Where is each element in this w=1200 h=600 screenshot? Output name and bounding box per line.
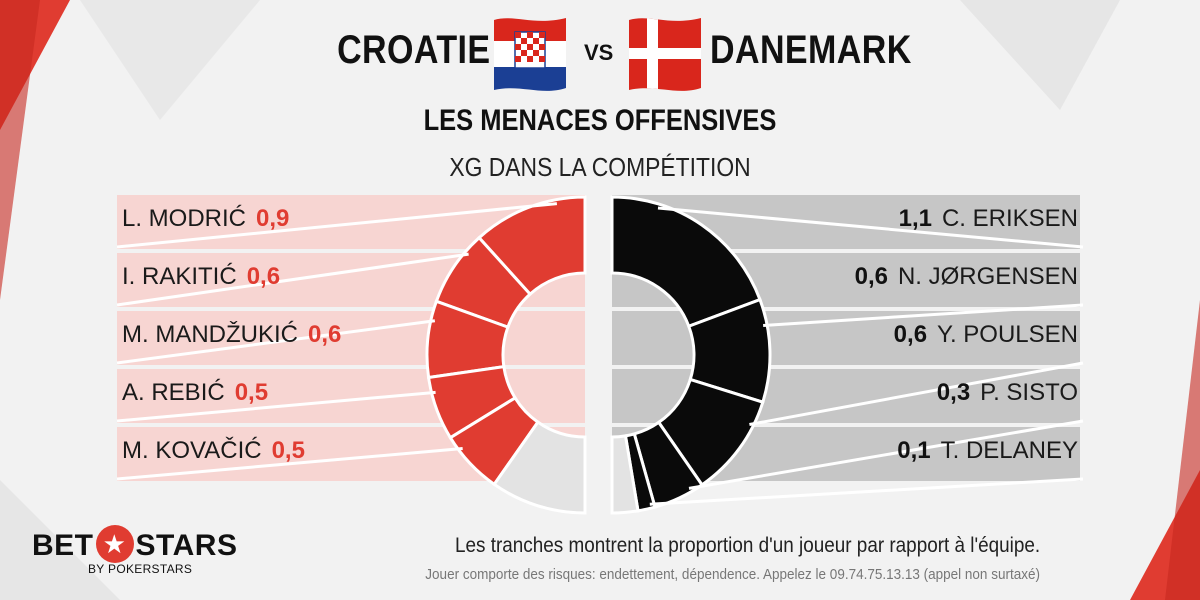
player-row: M. MANDŽUKIĆ 0,6 — [122, 309, 341, 361]
player-name: M. MANDŽUKIĆ — [122, 321, 298, 348]
logo-subtitle: BY POKERSTARS — [88, 562, 193, 576]
player-row: L. MODRIĆ 0,9 — [122, 193, 289, 245]
croatia-flag-icon — [494, 18, 566, 91]
connector-line — [116, 202, 558, 249]
player-xg-value: 0,1 — [897, 437, 931, 464]
player-xg-value: 0,5 — [234, 379, 269, 406]
player-xg-value: 0,6 — [854, 263, 888, 290]
bg-facet — [960, 0, 1120, 110]
connector-line — [116, 319, 436, 365]
player-xg-value: 0,5 — [271, 437, 305, 464]
player-row: 0,6 N. JØRGENSEN — [855, 251, 1078, 303]
gambling-disclaimer: Jouer comporte des risques: endettement,… — [425, 566, 1040, 583]
player-name: C. ERIKSEN — [941, 205, 1078, 232]
footnote: Les tranches montrent la proportion d'un… — [454, 534, 1040, 557]
betstars-logo: BET ★ STARS BY POKERSTARS — [32, 525, 238, 576]
player-name: N. JØRGENSEN — [897, 263, 1078, 290]
donut-slice-others — [610, 434, 640, 515]
connector-line — [763, 303, 1084, 327]
player-row: I. RAKITIĆ 0,6 — [122, 251, 280, 303]
connector-line — [749, 361, 1084, 427]
player-row: A. REBIĆ 0,5 — [122, 367, 268, 419]
player-name: A. REBIĆ — [122, 379, 225, 406]
vs-label: VS — [584, 40, 614, 65]
bg-accent-top-left-2 — [0, 0, 40, 300]
player-xg-value: 1,1 — [898, 205, 932, 232]
star-icon: ★ — [95, 525, 134, 563]
bg-accent-bottom-right-2 — [1165, 300, 1200, 600]
denmark-flag-icon — [629, 18, 701, 91]
chart-subtitle: XG DANS LA COMPÉTITION — [449, 152, 751, 182]
player-name: T. DELANEY — [940, 437, 1078, 464]
player-row: 0,6 Y. POULSEN — [894, 309, 1078, 361]
player-name: L. MODRIĆ — [122, 205, 247, 232]
player-row: M. KOVAČIĆ 0,5 — [122, 425, 305, 477]
logo-text-bet: BET — [32, 528, 94, 562]
player-xg-value: 0,9 — [256, 205, 290, 232]
player-name: M. KOVAČIĆ — [122, 437, 262, 464]
connector-line — [116, 390, 436, 423]
logo-text-stars: STARS — [135, 528, 238, 562]
connector-line — [657, 206, 1084, 249]
connector-line — [688, 419, 1084, 490]
bg-facet — [0, 480, 120, 600]
bg-facet — [80, 0, 260, 120]
connector-line — [649, 477, 1084, 506]
player-name: I. RAKITIĆ — [122, 263, 237, 290]
donut-slice — [610, 195, 762, 329]
connector-line — [116, 447, 463, 481]
player-row: 1,1 C. ERIKSEN — [899, 193, 1078, 245]
player-xg-value: 0,6 — [308, 321, 342, 348]
chart-title: LES MENACES OFFENSIVES — [423, 104, 777, 137]
player-name: P. SISTO — [980, 379, 1078, 406]
connector-line — [116, 252, 469, 307]
team-right-title: DANEMARK — [710, 28, 912, 72]
player-row: 0,3 P. SISTO — [937, 367, 1078, 419]
player-xg-value: 0,6 — [246, 263, 281, 290]
team-left-title: CROATIE — [337, 28, 491, 72]
donut-slice-others — [492, 420, 587, 515]
player-xg-value: 0,6 — [893, 321, 928, 348]
player-row: 0,1 T. DELANEY — [897, 425, 1078, 477]
player-name: Y. POULSEN — [937, 321, 1078, 348]
player-xg-value: 0,3 — [936, 379, 971, 406]
